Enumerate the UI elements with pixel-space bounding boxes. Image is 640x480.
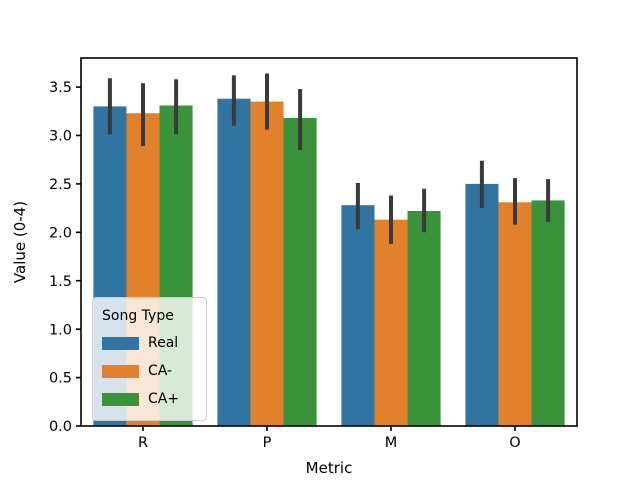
y-tick-label: 1.0: [49, 322, 72, 338]
legend-item-label-ca-minus: CA-: [148, 363, 173, 379]
x-tick-label: R: [138, 435, 148, 451]
axes-frame: [80, 57, 578, 427]
y-axis-label: Value (0-4): [11, 200, 29, 284]
bar-CA+-P: [283, 118, 317, 426]
legend-item-real: Real: [102, 329, 197, 357]
legend-item-ca-plus: CA+: [102, 385, 197, 413]
bar-Real-P: [217, 98, 251, 426]
x-axis-label: Metric: [305, 459, 353, 477]
legend-title: Song Type: [102, 308, 174, 324]
x-tick-label: M: [385, 435, 398, 451]
y-tick-label: 2.5: [49, 177, 72, 193]
bar-CA--O: [498, 202, 532, 426]
y-tick-label: 0.0: [49, 419, 72, 435]
legend-item-ca-minus: CA-: [102, 357, 197, 385]
bar-CA--P: [250, 101, 284, 426]
legend-swatch-ca-minus-icon: [102, 364, 139, 378]
y-tick-label: 2.0: [49, 225, 72, 241]
bar-Real-M: [341, 205, 375, 426]
y-tick-label: 3.5: [49, 80, 72, 96]
bar-CA--M: [374, 219, 408, 426]
x-tick-label: P: [263, 435, 272, 451]
y-tick-label: 3.0: [49, 129, 72, 145]
y-tick-label: 1.5: [49, 274, 72, 290]
y-tick-label: 0.5: [49, 371, 72, 387]
bar-CA+-M: [407, 211, 441, 426]
legend-item-label-real: Real: [148, 335, 179, 351]
legend-swatch-real-icon: [102, 336, 139, 350]
bar-Real-O: [465, 183, 499, 426]
bar-CA+-O: [531, 200, 565, 426]
x-tick-label: O: [509, 435, 520, 451]
legend: Song Type Real CA- CA+: [92, 297, 207, 421]
legend-item-label-ca-plus: CA+: [148, 391, 180, 407]
legend-swatch-ca-plus-icon: [102, 392, 139, 406]
